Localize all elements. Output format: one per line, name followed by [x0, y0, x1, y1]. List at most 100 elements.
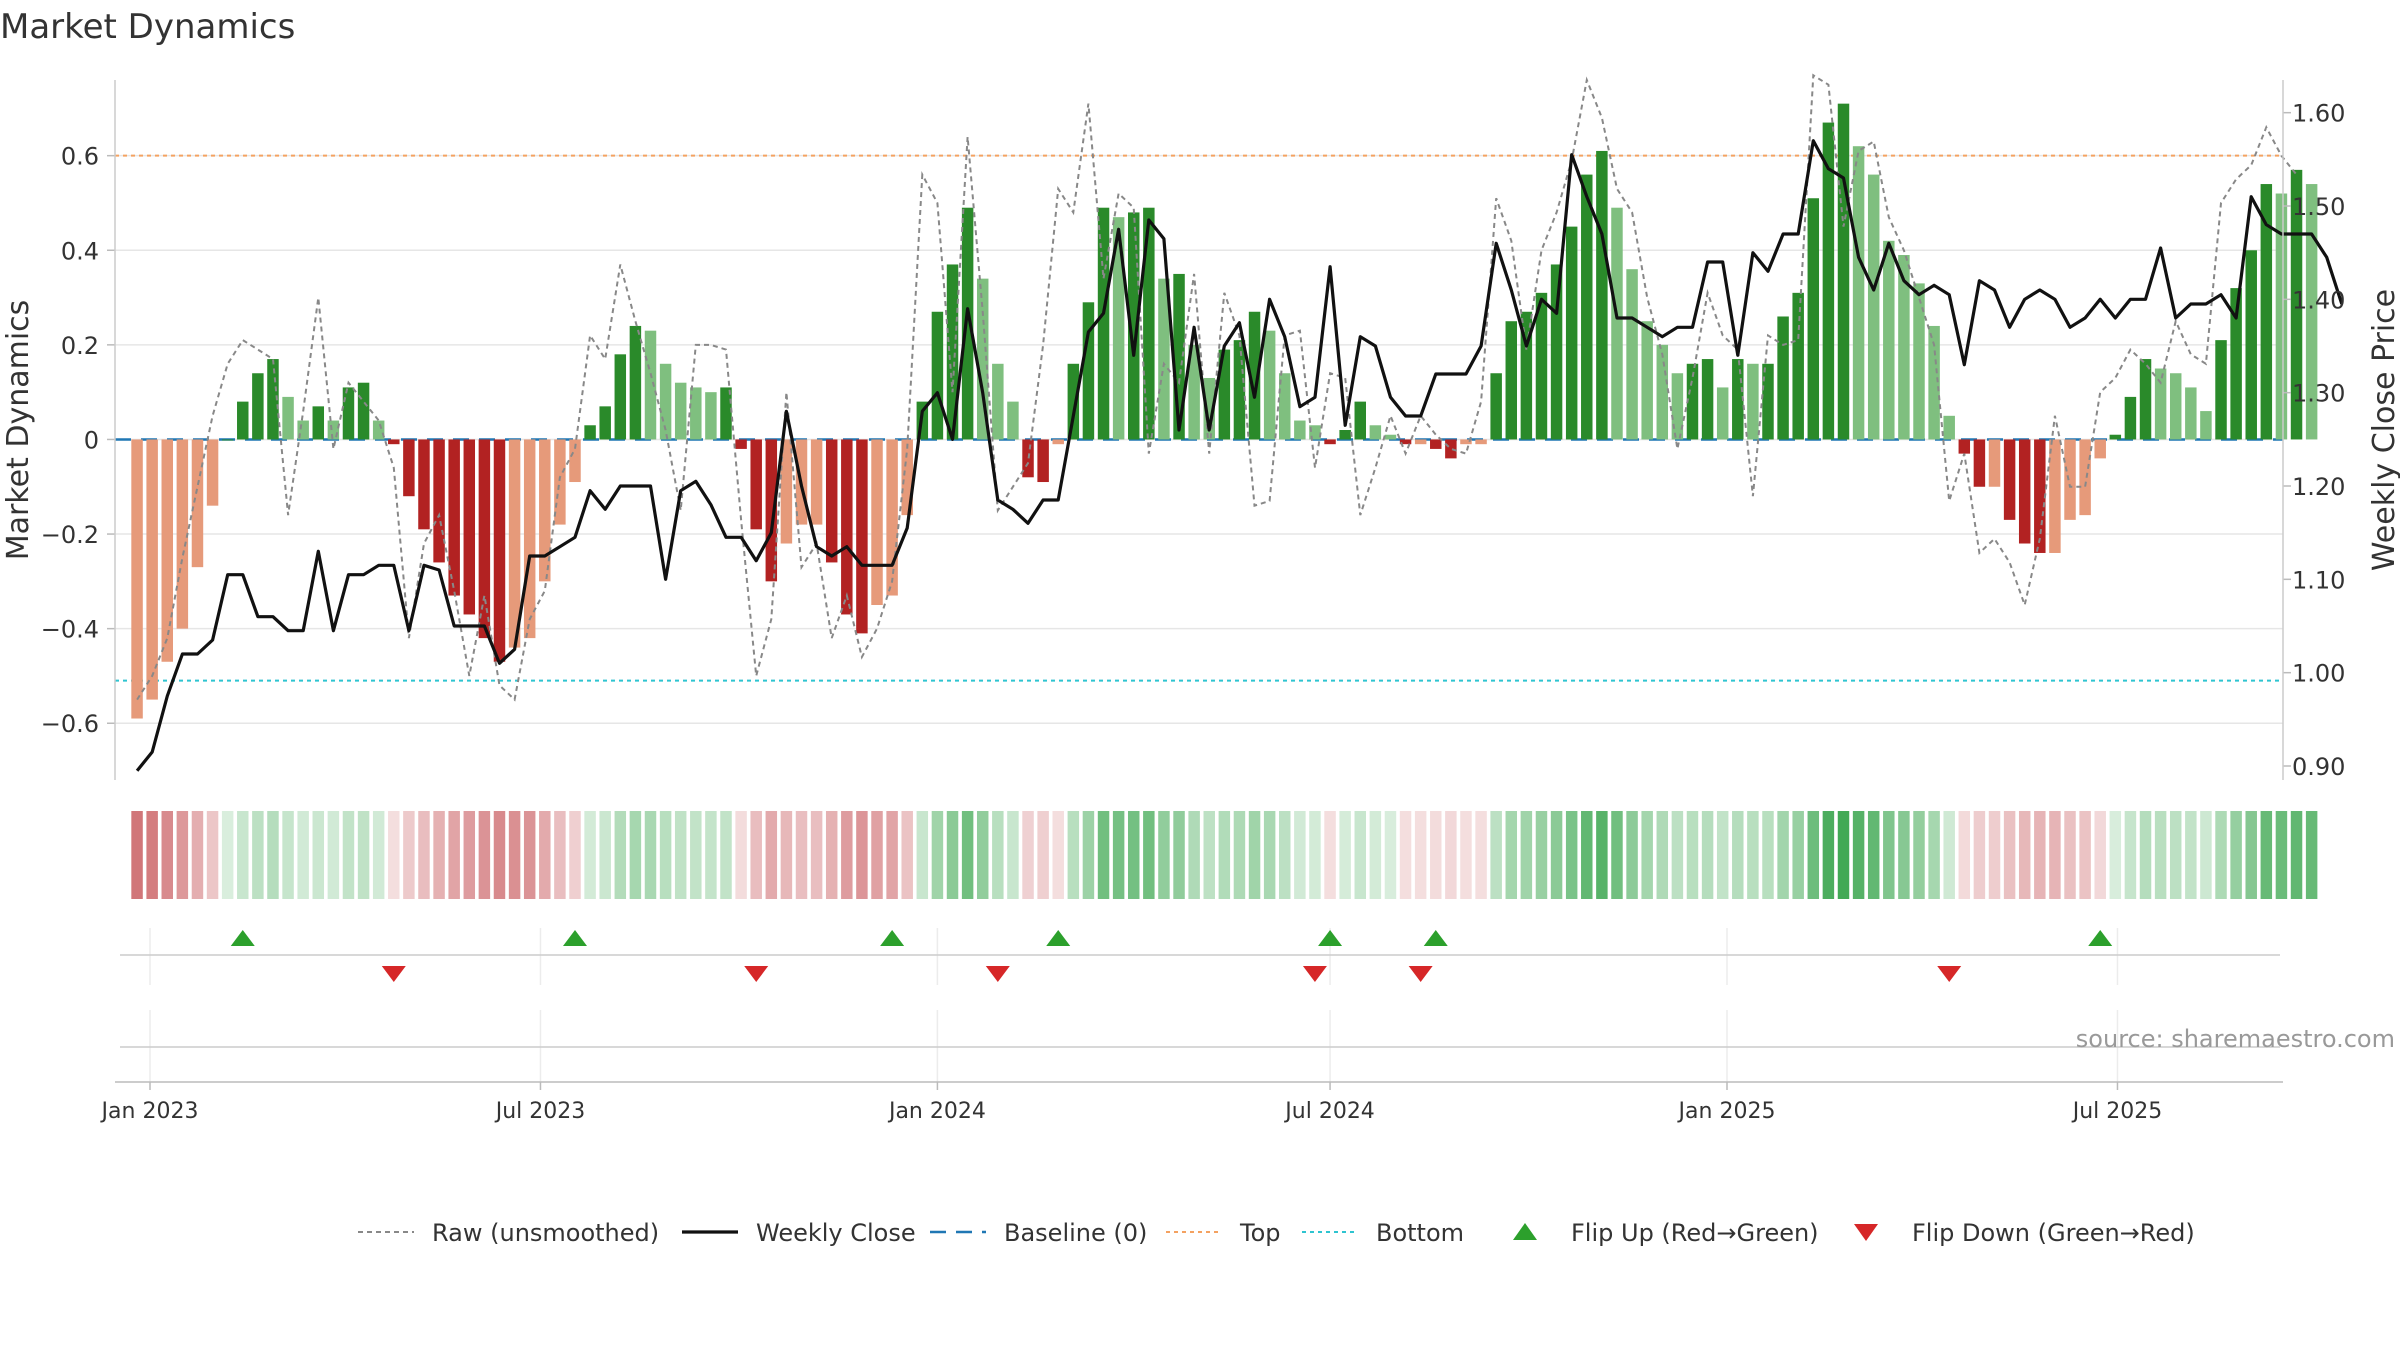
date-tick-label: Jan 2023: [100, 1099, 199, 1124]
heat-cell: [1943, 811, 1955, 899]
dynamics-bar: [780, 439, 793, 544]
heat-cell: [1067, 811, 1080, 899]
dynamics-bar: [1490, 373, 1502, 440]
dynamics-bar: [1339, 430, 1351, 440]
heat-cell: [523, 811, 536, 899]
heat-cell: [478, 811, 491, 899]
chart-title: Market Dynamics: [0, 7, 295, 47]
dynamics-bar: [1143, 207, 1155, 440]
dynamics-bar: [614, 354, 627, 440]
heat-cell: [1324, 811, 1336, 899]
dynamics-bar: [1460, 439, 1472, 445]
dynamics-bar: [1928, 325, 1940, 440]
dynamics-bar: [1203, 377, 1215, 440]
heat-cell: [614, 811, 627, 899]
heat-cell: [2290, 811, 2303, 899]
dynamics-bar: [856, 439, 868, 634]
dynamics-bar: [176, 439, 189, 629]
heat-cell: [1792, 811, 1804, 899]
y-right-tick-label: 1.60: [2292, 100, 2345, 128]
dynamics-bar: [282, 396, 294, 440]
legend-item: Baseline (0): [930, 1219, 1147, 1247]
y-left-tick-label: 0: [84, 426, 99, 454]
legend-label: Baseline (0): [1004, 1219, 1147, 1247]
dynamics-bar: [1747, 363, 1759, 440]
heat-cell: [780, 811, 793, 899]
weekly-close-line: [135, 139, 2344, 772]
dynamics-bar: [976, 278, 989, 440]
heat-cell: [1913, 811, 1925, 899]
dynamics-bar: [1248, 311, 1261, 440]
heat-cell: [357, 811, 370, 899]
flip-up-marker: [230, 930, 255, 946]
heat-cell: [237, 811, 249, 899]
dynamics-bar: [1445, 439, 1457, 459]
dynamics-bar: [1007, 401, 1019, 440]
dynamics-bar: [478, 439, 491, 639]
series-lines: [135, 73, 2344, 772]
heat-cell: [720, 811, 732, 899]
dynamics-bar: [267, 359, 279, 440]
heat-cell: [1883, 811, 1895, 899]
dynamics-bar: [1898, 255, 1910, 440]
dynamics-bar: [297, 420, 309, 440]
dynamics-bar: [1127, 212, 1140, 440]
regime-heat-strip: [131, 811, 2318, 899]
heat-cell: [267, 811, 279, 899]
dynamics-bar: [2079, 439, 2091, 516]
legend-label: Top: [1239, 1219, 1281, 1247]
dynamics-bar: [1173, 273, 1185, 440]
heat-cell: [735, 811, 747, 899]
heat-cell: [1490, 811, 1502, 899]
y-left-tick-label: −0.4: [41, 616, 99, 644]
legend: Raw (unsmoothed) Weekly Close Baseline (0)…: [358, 1219, 2195, 1247]
dynamics-bar: [931, 311, 944, 440]
dynamics-bar: [1309, 425, 1321, 440]
heat-cell: [2230, 811, 2242, 899]
heat-cell: [433, 811, 445, 899]
dynamics-bar: [1399, 439, 1412, 445]
heat-cell: [1263, 811, 1276, 899]
legend-item: Bottom: [1302, 1219, 1464, 1247]
heat-cell: [206, 811, 219, 899]
heat-cell: [1596, 811, 1608, 899]
heat-cell: [1716, 811, 1729, 899]
heat-cell: [1701, 811, 1714, 899]
heat-cell: [1686, 811, 1699, 899]
heat-cell: [901, 811, 913, 899]
heat-cell: [1837, 811, 1850, 899]
heat-cell: [1279, 811, 1291, 899]
heat-cell: [825, 811, 838, 899]
heat-cell: [659, 811, 672, 899]
dynamics-bar: [146, 439, 158, 700]
y-left-tick-label: 0.2: [61, 332, 99, 360]
dynamics-bars: [131, 103, 2318, 719]
dynamics-bar: [372, 420, 385, 440]
heat-cell: [1581, 811, 1593, 899]
date-tick-label: Jan 2025: [1677, 1099, 1776, 1124]
y-left-tick-label: 0.4: [61, 237, 99, 265]
heat-cell: [463, 811, 476, 899]
dynamics-bar: [508, 439, 521, 648]
dynamics-bar: [1430, 439, 1442, 449]
heat-cell: [569, 811, 581, 899]
heat-cell: [2049, 811, 2061, 899]
dynamics-bar: [644, 330, 657, 440]
dynamics-bar: [2094, 439, 2106, 459]
heat-cell: [841, 811, 853, 899]
heat-cell: [1354, 811, 1366, 899]
dynamics-bar: [1082, 302, 1095, 440]
dynamics-bar: [1097, 207, 1110, 440]
dynamics-bar: [342, 387, 355, 440]
heat-cell: [629, 811, 642, 899]
dynamics-bar: [1656, 344, 1669, 440]
legend-label: Raw (unsmoothed): [432, 1219, 659, 1247]
heat-cell: [1747, 811, 1759, 899]
dynamics-bar: [1158, 278, 1170, 440]
dynamics-bar: [1324, 439, 1336, 445]
heat-cell: [1958, 811, 1971, 899]
dynamics-bar: [1792, 292, 1804, 440]
heat-cell: [1339, 811, 1351, 899]
heat-cell: [312, 811, 325, 899]
heat-cell: [2260, 811, 2273, 899]
